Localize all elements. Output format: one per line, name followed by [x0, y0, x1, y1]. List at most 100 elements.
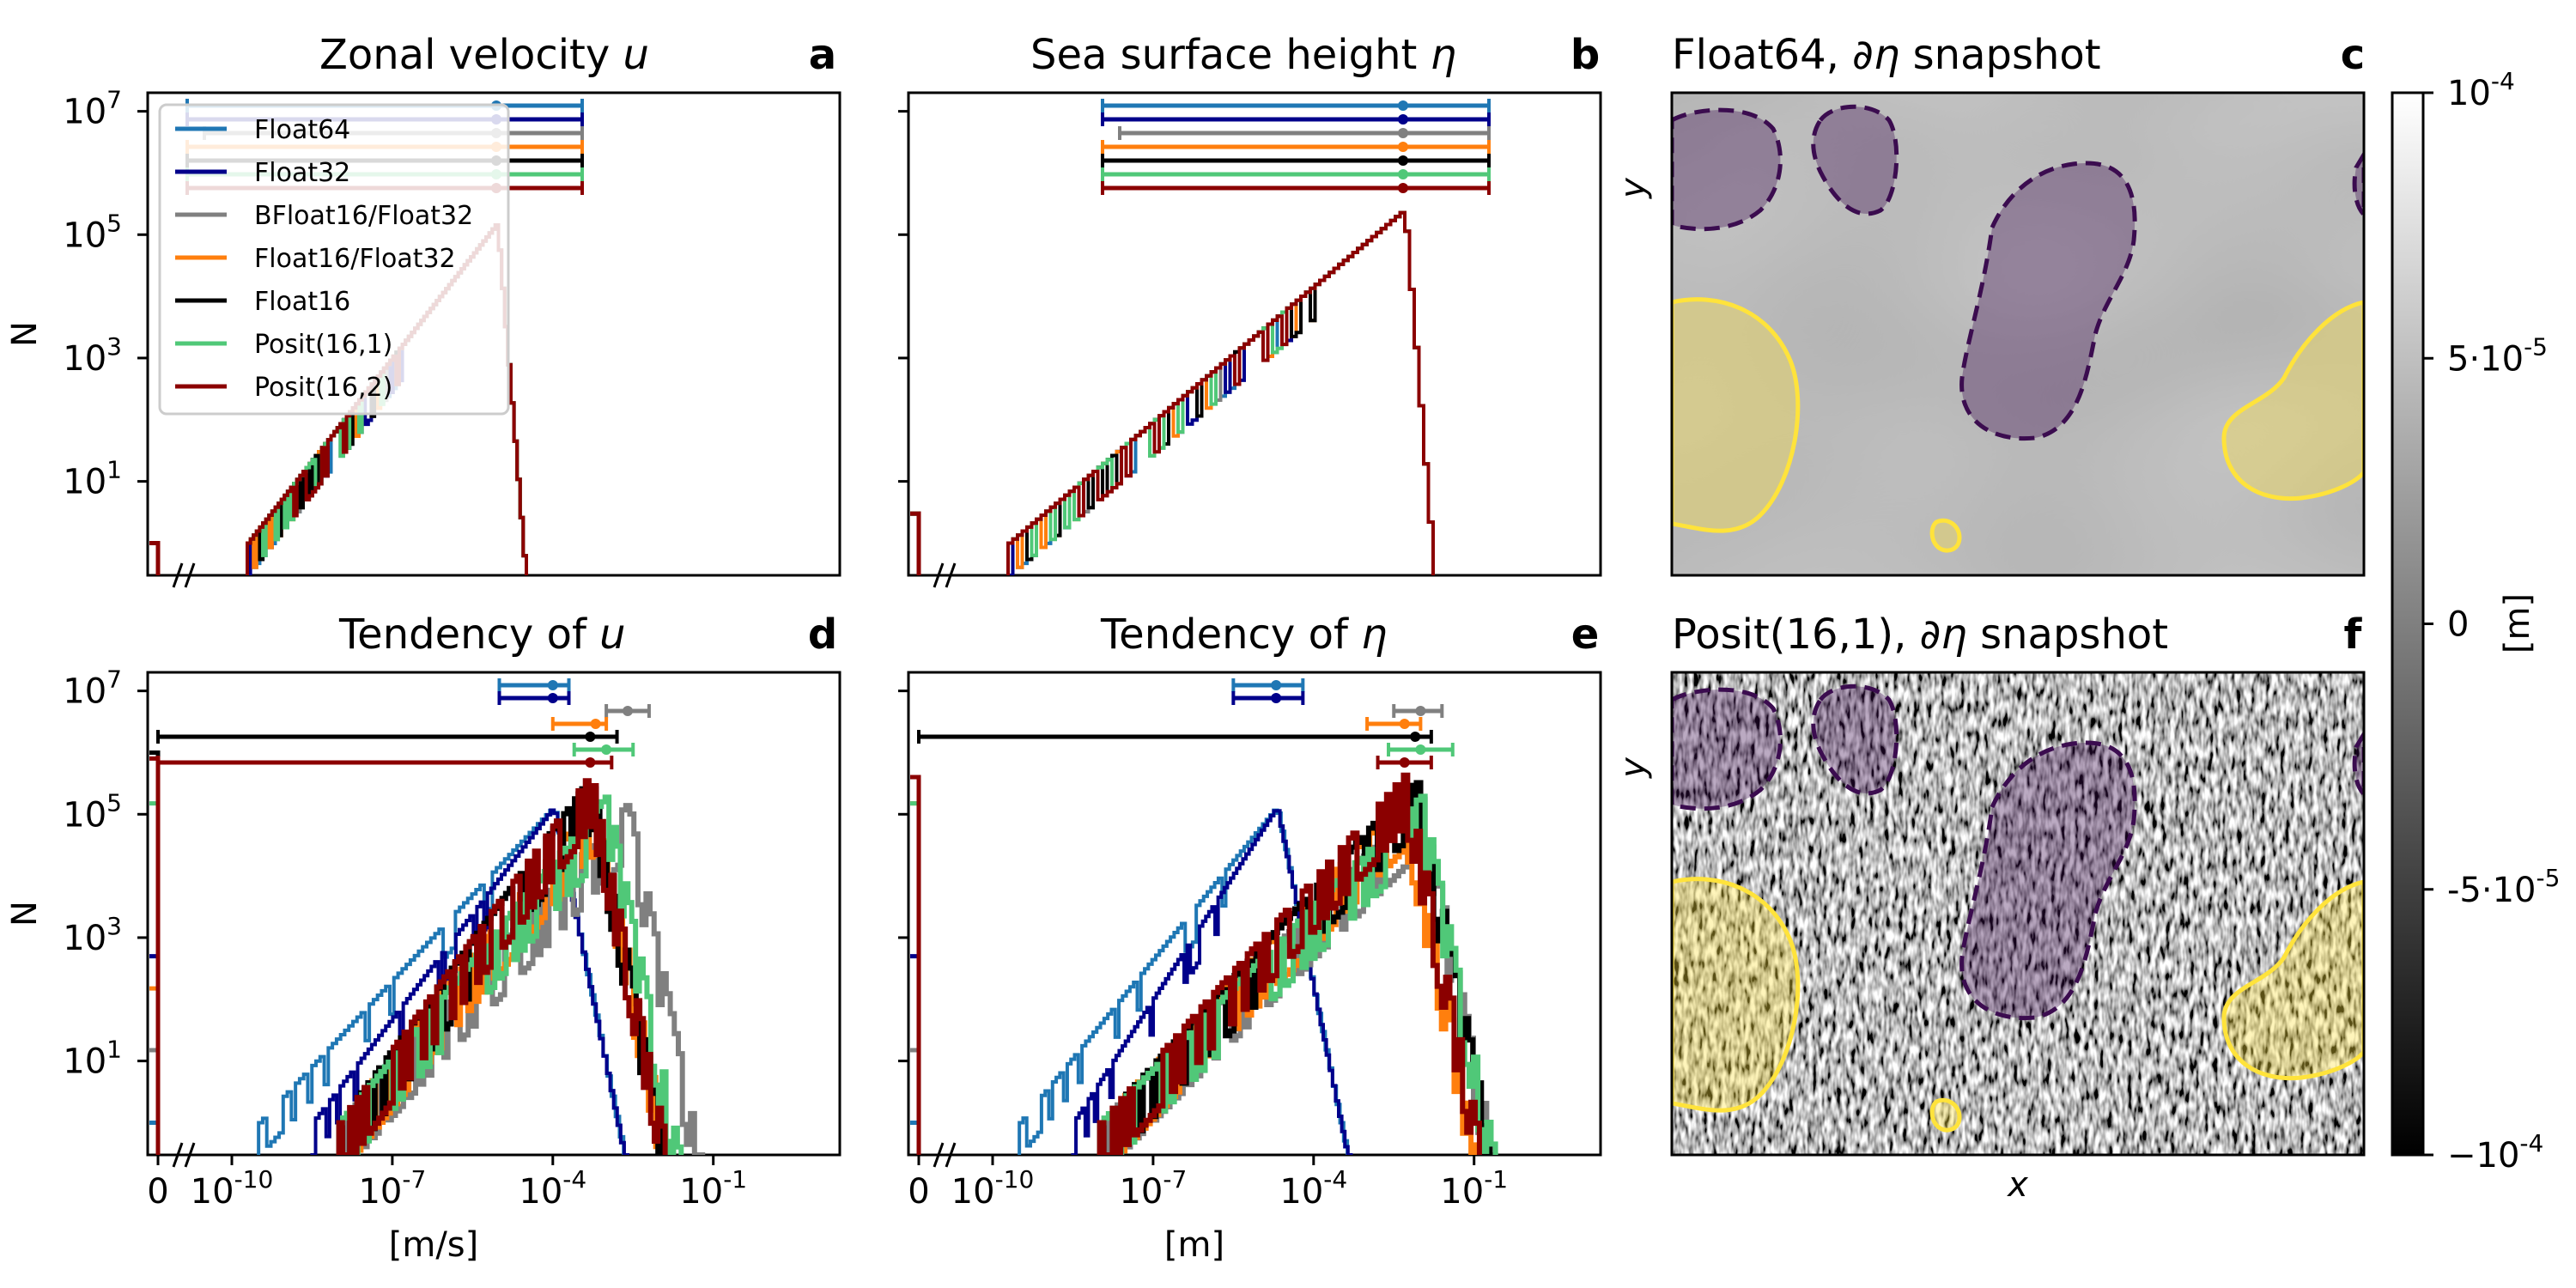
y-tick-label-a-5: 105: [63, 209, 122, 255]
negative-contour-c-3: [2352, 150, 2364, 218]
histograms-b: [910, 210, 1435, 575]
legend-label-5: Posit(16,1): [254, 330, 392, 360]
range-bar-b-3: [1101, 140, 1491, 154]
panel-letter-c: c: [2341, 31, 2365, 79]
axis-break-d-2: [184, 1142, 196, 1168]
panel-c: Float64, ∂η snapshot c y: [1613, 31, 2366, 577]
negative-contour-f-2: [1959, 740, 2137, 1021]
axes-frame-b: [907, 91, 1602, 577]
panel-f: Posit(16,1), ∂η snapshot f y x: [1613, 611, 2366, 1205]
x-tick-label-d-1: 10-10: [191, 1165, 274, 1212]
panel-letter-f: f: [2344, 611, 2363, 659]
range-bar-b-4: [1101, 154, 1491, 167]
x-tick-label-d-2: 10-7: [358, 1165, 426, 1212]
hist-e-5: [1097, 793, 1498, 1155]
x-label-d: [m/s]: [389, 1225, 479, 1265]
panel-letter-e: e: [1571, 611, 1600, 659]
panel-title-c: Float64, ∂η snapshot: [1672, 31, 2101, 79]
range-bar-d-4: [156, 730, 619, 744]
positive-contour-c-1: [2221, 300, 2364, 501]
range-bar-e-1: [1231, 691, 1305, 705]
y-tick-label-a-3: 103: [63, 332, 122, 379]
heatmap-field-c: [1672, 93, 2364, 575]
x-tick-label-d-4: 10-1: [679, 1165, 747, 1212]
axes-frame-d: [146, 671, 841, 1157]
colorbar-tick-label-2: 0: [2447, 605, 2469, 645]
x-tick-label-e-1: 10-10: [951, 1165, 1035, 1212]
histograms-d: [149, 750, 706, 1155]
negative-contour-c-0: [1672, 107, 1783, 232]
panel-letter-b: b: [1571, 31, 1600, 79]
colorbar-label: [m]: [2498, 593, 2537, 653]
panel-title-d: Tendency of u: [338, 611, 626, 659]
y-tick-label-a-7: 107: [63, 86, 122, 132]
heatmap-field-f: [1672, 672, 2364, 1155]
panel-letter-d: d: [808, 611, 837, 659]
range-bar-d-6: [156, 756, 614, 769]
hist-d-6: [336, 778, 668, 1155]
axis-break-a-2: [184, 562, 196, 588]
y-tick-label-d-7: 107: [63, 665, 122, 712]
axis-break-e-1: [933, 1142, 945, 1168]
y-tick-label-d-3: 103: [63, 912, 122, 958]
colorbar-gradient: [2391, 91, 2425, 1157]
y-tick-label-a-1: 101: [63, 456, 122, 502]
panel-e: Tendency of η e 0 10-10 10-7 10-4 10-1 [m]: [898, 611, 1602, 1265]
negative-contour-f-0: [1672, 687, 1783, 811]
negative-contour-c-2: [1959, 161, 2137, 441]
panel-b: Sea surface height η b: [898, 31, 1602, 588]
panel-title-b: Sea surface height η: [1030, 31, 1456, 79]
negative-contour-f-3: [2352, 730, 2364, 798]
legend-label-6: Posit(16,2): [254, 373, 392, 403]
range-bar-e-5: [1387, 743, 1455, 756]
range-bar-e-0: [1231, 678, 1305, 692]
zero-bin-e-6: [910, 775, 921, 1155]
y-label-a: N: [5, 321, 45, 347]
panel-letter-a: a: [809, 31, 836, 79]
y-label-f: y: [1613, 756, 1653, 779]
range-bar-e-2: [1392, 704, 1444, 718]
panel-d: Tendency of u d 107 105 103 101 N 0 10-10 10-7 10-…: [5, 611, 841, 1265]
legend-label-4: Float16: [254, 287, 350, 317]
x-tick-label-e-3: 10-4: [1279, 1165, 1347, 1212]
x-tick-label-d-3: 10-4: [519, 1165, 586, 1212]
hist-b-2: [1006, 210, 1435, 575]
colorbar: 10-4 5·10-5 0 -5·10-5 −10-4 [m]: [2391, 67, 2560, 1176]
panel-title-a: Zonal velocity u: [319, 31, 649, 79]
heatmap-f: [1672, 672, 2364, 1155]
panel-title-e: Tendency of η: [1100, 611, 1388, 659]
zero-bin-a-6: [149, 540, 161, 575]
range-bar-d-2: [605, 704, 651, 718]
legend: Float64 Float32 BFloat16/Float32 Float16/Fl…: [158, 103, 510, 416]
legend-box: [158, 103, 510, 416]
legend-label-3: Float16/Float32: [254, 244, 456, 274]
range-bar-e-4: [917, 730, 1433, 744]
hist-e-0: [1018, 808, 1353, 1155]
heatmap-c: [1672, 93, 2364, 575]
range-bar-d-5: [572, 743, 635, 756]
panel-title-f: Posit(16,1), ∂η snapshot: [1672, 611, 2168, 659]
positive-contour-f-0: [1672, 877, 1801, 1113]
range-bar-d-3: [550, 717, 609, 731]
y-tick-label-d-1: 101: [63, 1036, 122, 1082]
axis-break-a-1: [172, 562, 184, 588]
colorbar-tick-label-0: 10-4: [2447, 67, 2515, 113]
hist-d-5: [336, 794, 684, 1155]
legend-label-0: Float64: [254, 115, 350, 145]
negative-contour-c-1: [1811, 104, 1899, 216]
positive-contour-c-0: [1672, 297, 1801, 533]
y-tick-label-d-5: 105: [63, 788, 122, 835]
axes-frame-c: [1670, 91, 2366, 577]
colorbar-tick-label-4: −10-4: [2447, 1129, 2543, 1176]
range-bar-b-6: [1101, 181, 1491, 195]
legend-label-2: BFloat16/Float32: [254, 201, 473, 231]
negative-contour-f-1: [1811, 683, 1899, 796]
zero-bin-b-6: [910, 511, 921, 575]
x-label-e: [m]: [1164, 1225, 1224, 1265]
axis-break-e-2: [945, 1142, 957, 1168]
range-bar-e-6: [1376, 756, 1433, 769]
zero-bin-d-6: [149, 756, 161, 1155]
panel-a: Zonal velocity u a 107 105 103 101 N Float64 Flo…: [5, 31, 841, 588]
y-label-d: N: [5, 901, 45, 927]
